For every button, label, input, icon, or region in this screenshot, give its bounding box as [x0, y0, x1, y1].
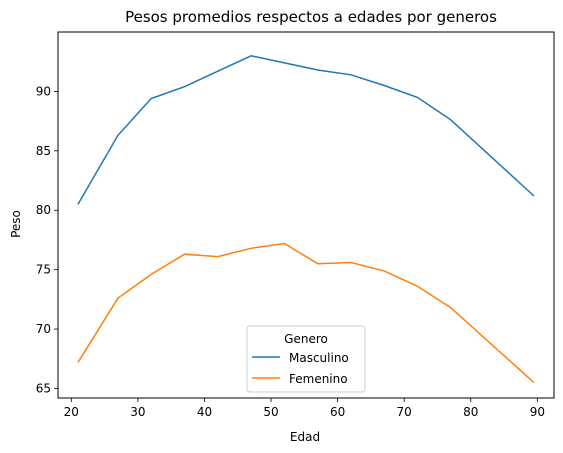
x-tick-label: 90: [530, 405, 545, 419]
y-tick-label: 75: [36, 263, 51, 277]
y-tick-label: 80: [36, 203, 51, 217]
x-tick-label: 60: [330, 405, 345, 419]
y-tick-label: 70: [36, 322, 51, 336]
series-line-masculino: [77, 55, 535, 205]
x-axis: 20 30 40 50 60 70 80 90: [64, 398, 545, 419]
x-tick-label: 20: [64, 405, 79, 419]
series-line-femenino: [77, 242, 535, 384]
x-axis-label: Edad: [290, 430, 320, 444]
legend-label-masculino: Masculino: [289, 351, 349, 365]
legend-label-femenino: Femenino: [289, 372, 348, 386]
plot-area: [77, 55, 535, 384]
y-tick-label: 85: [36, 144, 51, 158]
legend-title: Genero: [284, 332, 328, 346]
chart-title: Pesos promedios respectos a edades por g…: [125, 8, 497, 26]
x-tick-label: 30: [130, 405, 145, 419]
y-tick-label: 90: [36, 84, 51, 98]
y-axis: 65 70 75 80 85 90: [36, 84, 58, 395]
x-tick-label: 80: [463, 405, 478, 419]
y-axis-label: Peso: [9, 210, 23, 238]
legend: Genero Masculino Femenino: [246, 325, 366, 393]
x-tick-label: 70: [397, 405, 412, 419]
plot-frame: [57, 31, 555, 399]
y-tick-label: 65: [36, 381, 51, 395]
x-tick-label: 40: [197, 405, 212, 419]
x-tick-label: 50: [263, 405, 278, 419]
legend-box: [246, 325, 366, 393]
